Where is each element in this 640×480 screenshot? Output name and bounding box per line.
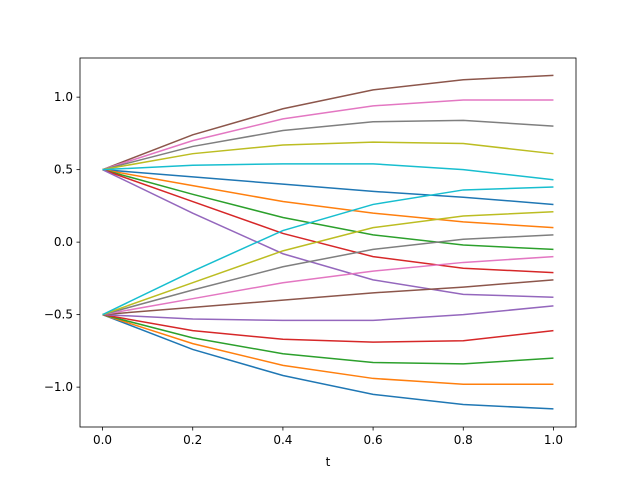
x-tick-label: 0.2 [183, 433, 202, 447]
line-series [102, 305, 554, 322]
x-axis-label: t [326, 455, 331, 469]
line-series [102, 313, 554, 365]
x-tick-label: 0.4 [273, 433, 292, 447]
line-series [102, 168, 554, 229]
line-series [102, 168, 554, 274]
line-series [102, 313, 554, 385]
line-series [102, 313, 554, 410]
y-tick-label: −0.5 [44, 308, 73, 322]
y-tick-label: 1.0 [54, 90, 73, 104]
line-series [102, 210, 554, 316]
line-series [102, 74, 554, 171]
x-tick-label: 1.0 [544, 433, 563, 447]
line-series [102, 168, 554, 206]
line-series [102, 168, 554, 298]
line-series [102, 119, 554, 171]
line-series [102, 186, 554, 316]
line-series [102, 163, 554, 181]
x-tick-label: 0.6 [364, 433, 383, 447]
y-tick-label: −1.0 [44, 380, 73, 394]
x-tick-label: 0.0 [93, 433, 112, 447]
line-series [102, 255, 554, 316]
line-series [102, 234, 554, 316]
line-series [102, 168, 554, 251]
y-tick-label: 0.0 [54, 235, 73, 249]
line-series [102, 313, 554, 343]
y-tick-label: 0.5 [54, 163, 73, 177]
line-series [102, 99, 554, 171]
x-tick-label: 0.8 [454, 433, 473, 447]
line-series [102, 279, 554, 316]
line-series [102, 141, 554, 171]
